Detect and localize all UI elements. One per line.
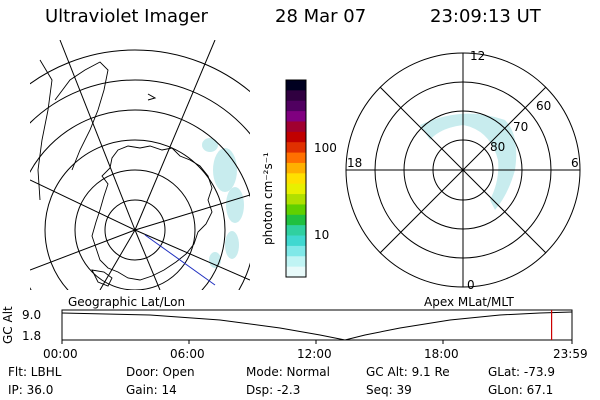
gc-alt-info: GC Alt: 9.1 Re	[366, 365, 450, 379]
meridian-8	[99, 229, 136, 290]
meridian-5	[30, 179, 136, 231]
colorbar-segment	[286, 131, 306, 143]
mlt-label-18: 18	[347, 156, 363, 170]
altitude-timeline	[61, 309, 573, 344]
map-arrow-icon	[147, 93, 157, 101]
geographic-map	[30, 40, 250, 290]
seq-info: Seq: 39	[366, 383, 412, 397]
meridian-1	[59, 40, 136, 231]
altitude-curve	[61, 311, 573, 341]
coastline-fragment-3	[91, 269, 113, 287]
lat-circle-1	[104, 199, 166, 261]
colorbar-segment	[286, 266, 306, 278]
colorbar-segment	[286, 142, 306, 154]
timeline-xtick-4: 23:59	[553, 347, 588, 361]
lat-circle-6	[30, 49, 250, 93]
auroral-emission-right	[420, 113, 517, 210]
timeline-xtick-2: 12:00	[297, 347, 332, 361]
mode-info: Mode: Normal	[246, 365, 330, 379]
timeline-xtick-1: 06:00	[170, 347, 205, 361]
terminator-line	[144, 234, 216, 286]
colorbar-unit-label: photon cm⁻²s⁻¹	[261, 152, 275, 245]
mlat-label-80: 80	[490, 140, 506, 154]
ip-info: IP: 36.0	[8, 383, 54, 397]
colorbar-segment	[286, 245, 306, 257]
mlat-label-60: 60	[536, 99, 552, 113]
timeline-xtick-0: 00:00	[43, 347, 78, 361]
colorbar-segment	[286, 235, 306, 247]
colorbar-tick-100: 100	[314, 141, 337, 155]
door-info: Door: Open	[126, 365, 195, 379]
colorbar	[286, 80, 306, 278]
colorbar-segment	[286, 121, 306, 133]
timeline-ytick-bottom: 1.8	[22, 329, 42, 343]
colorbar-segment	[286, 183, 306, 195]
meridian-7	[134, 229, 161, 290]
geographic-caption: Geographic Lat/Lon	[68, 295, 186, 309]
date-label: 28 Mar 07	[275, 6, 367, 27]
colorbar-segment	[286, 100, 306, 112]
coastline-fragment-2	[37, 59, 53, 201]
colorbar-segment	[286, 256, 306, 268]
colorbar-segment	[286, 80, 306, 91]
dsp-info: Dsp: -2.3	[246, 383, 301, 397]
colorbar-segment	[286, 162, 306, 174]
gain-info: Gain: 14	[126, 383, 177, 397]
colorbar-segment	[286, 204, 306, 216]
colorbar-segment	[286, 152, 306, 164]
meridian-2	[134, 40, 216, 231]
colorbar-segment	[286, 173, 306, 185]
timeline-ytick-top: 9.0	[22, 308, 42, 322]
mlt-diagonal-2	[379, 86, 547, 254]
meridian-4	[30, 229, 136, 271]
meridian-6	[134, 229, 250, 281]
instrument-title: Ultraviolet Imager	[45, 6, 208, 27]
colorbar-segment	[286, 90, 306, 102]
filter-info: Flt: LBHL	[8, 365, 62, 379]
colorbar-segment	[286, 194, 306, 206]
lat-circle-5	[30, 79, 250, 135]
apex-caption: Apex MLat/MLT	[424, 295, 514, 309]
lat-circle-2	[74, 169, 196, 290]
colorbar-segment	[286, 214, 306, 226]
mlt-label-6: 6	[571, 156, 579, 170]
mlt-label-0: 0	[467, 278, 475, 292]
mlat-label-70: 70	[513, 120, 529, 134]
timeline-xtick-3: 18:00	[424, 347, 459, 361]
colorbar-tick-10: 10	[314, 228, 330, 242]
coastline-fragment	[54, 61, 109, 171]
lat-circle-3	[44, 139, 226, 290]
colorbar-segment	[286, 225, 306, 237]
colorbar-segment	[286, 111, 306, 123]
meridian-3	[134, 194, 250, 231]
glat-info: GLat: -73.9	[488, 365, 555, 379]
mlt-label-12: 12	[470, 49, 486, 63]
glon-info: GLon: 67.1	[488, 383, 554, 397]
timeline-ylabel: GC Alt	[1, 306, 15, 344]
lat-circle-4	[30, 109, 250, 290]
antarctica-coastline	[91, 145, 213, 281]
time-label: 23:09:13 UT	[430, 6, 541, 27]
polar-plot	[345, 52, 581, 288]
